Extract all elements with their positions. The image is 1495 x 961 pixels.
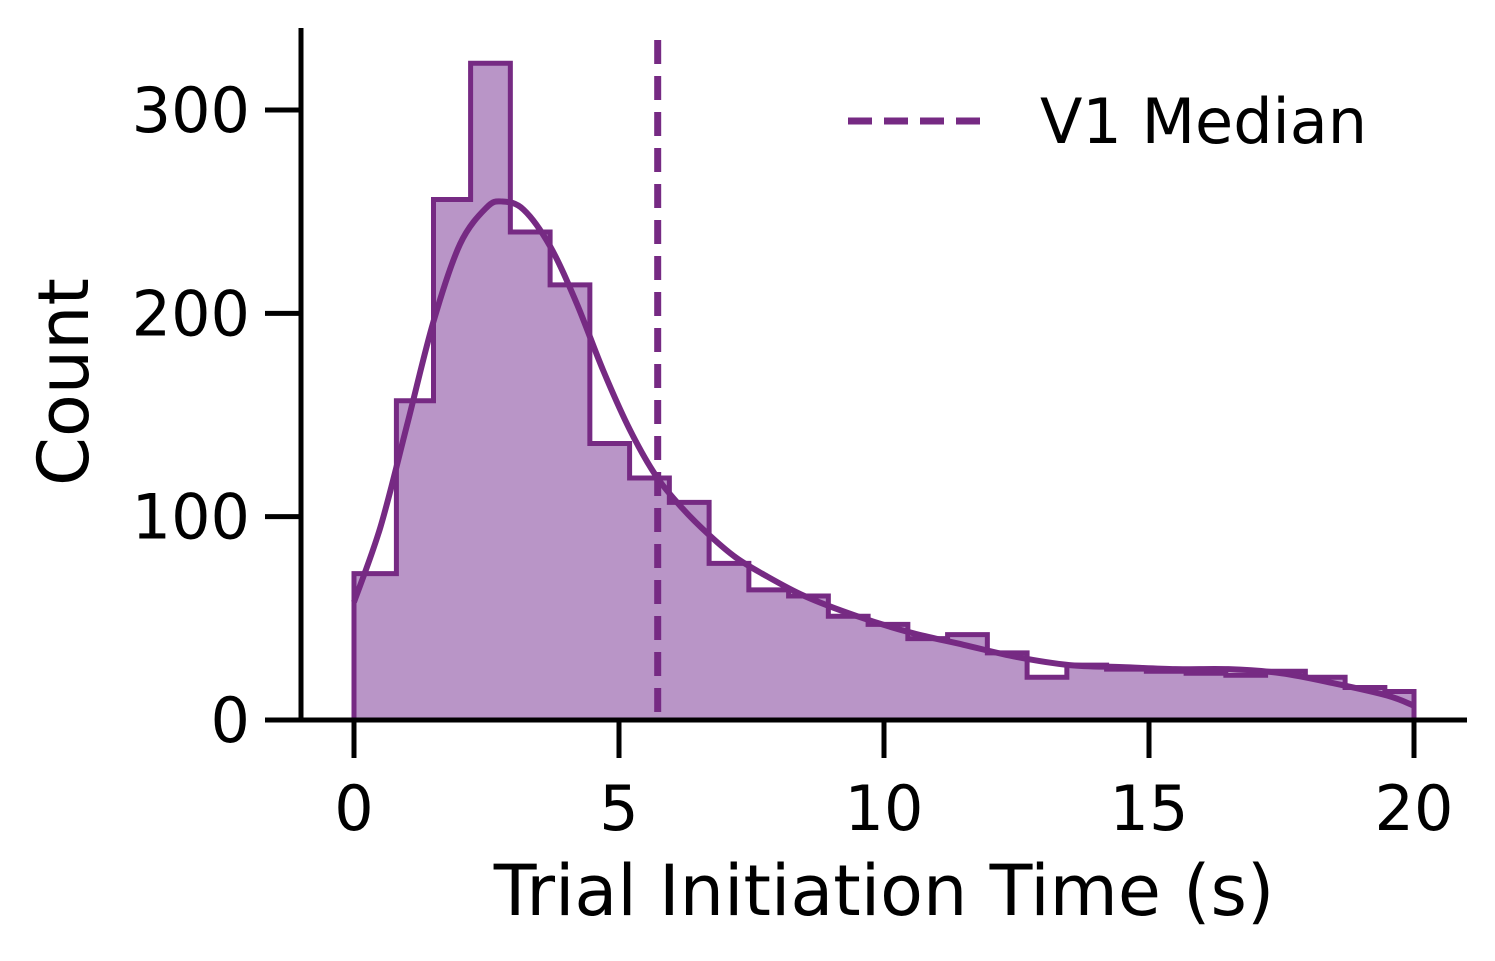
legend: V1 Median: [848, 85, 1367, 158]
x-axis-title: Trial Initiation Time (s): [493, 850, 1275, 932]
x-tick-label: 20: [1375, 772, 1454, 845]
x-tick-label: 10: [845, 772, 924, 845]
y-tick-label: 200: [132, 277, 250, 350]
y-tick-label: 100: [132, 481, 250, 554]
kde-curve: [351, 198, 1416, 709]
legend-label: V1 Median: [1040, 85, 1367, 158]
histogram-fill: [351, 60, 1417, 723]
y-tick-label: 300: [132, 74, 250, 147]
plot-area: [351, 40, 1417, 723]
x-tick-label: 5: [599, 772, 638, 845]
y-tick-label: 0: [211, 684, 250, 757]
y-axis-title: Count: [23, 278, 105, 486]
x-tick-label: 15: [1110, 772, 1189, 845]
x-tick-label: 0: [334, 772, 373, 845]
